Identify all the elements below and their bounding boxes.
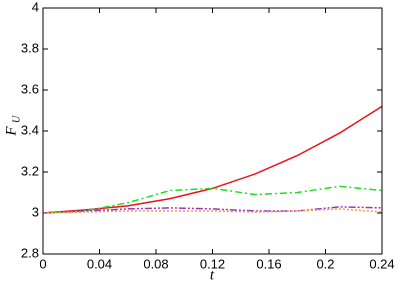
series-line [42,206,383,214]
y-tick-label: 4 [32,0,39,14]
y-tick-label: 2.8 [21,245,39,260]
plot-frame [42,7,383,255]
x-tick-label: 0.2 [316,256,334,271]
x-axis-label: t [210,267,215,283]
y-axis-label-sub: U [11,115,22,123]
series-line [42,185,383,214]
x-tick-label: 0.16 [256,256,281,271]
y-tick-label: 3.6 [21,81,39,96]
x-tick-label: 0.24 [369,256,394,271]
y-axis-label-group: F U [3,115,22,137]
y-tick-label: 3.8 [21,40,39,55]
y-tick-label: 3.2 [21,163,39,178]
y-tick-label: 3 [32,204,39,219]
x-tick-label: 0.08 [143,256,168,271]
x-tick-label: 0.04 [87,256,112,271]
x-tick-label: 0.12 [200,256,225,271]
series-line [42,208,383,214]
x-tick-label: 0 [39,256,46,271]
series-line [42,105,383,214]
y-tick-label: 3.4 [21,122,39,137]
y-axis-label: F [3,126,19,137]
